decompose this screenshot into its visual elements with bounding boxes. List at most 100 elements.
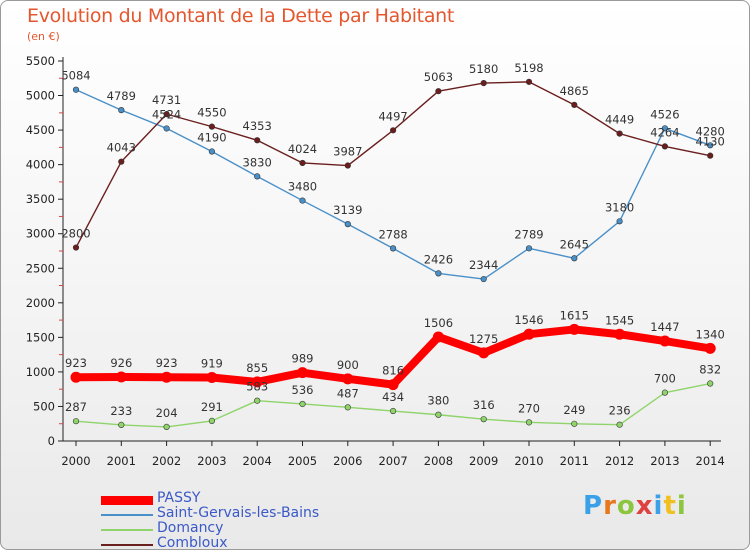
data-point	[163, 423, 170, 431]
data-point	[342, 373, 354, 385]
data-point	[208, 417, 215, 424]
data-point	[480, 80, 487, 87]
data-label: 832	[699, 363, 721, 377]
proxiti-logo: Proxiti	[583, 491, 687, 521]
data-point	[659, 335, 671, 347]
legend-label: Saint-Gervais-les-Bains	[157, 505, 320, 521]
data-point	[118, 107, 125, 114]
data-point	[525, 245, 533, 252]
chart-subtitle: (en €)	[27, 30, 60, 43]
data-point	[661, 143, 669, 150]
data-point	[299, 400, 306, 408]
data-point	[254, 137, 261, 144]
y-tick-label: 2000	[26, 296, 55, 310]
data-label: 487	[337, 386, 359, 400]
x-tick-label: 2000	[61, 454, 90, 468]
data-point	[661, 389, 669, 396]
data-label: 4789	[107, 89, 136, 103]
data-label: 5084	[61, 69, 90, 83]
y-tick-label: 4500	[26, 123, 55, 137]
data-point	[344, 162, 351, 169]
data-label: 4190	[197, 131, 226, 145]
data-label: 4130	[696, 135, 725, 149]
data-point	[118, 158, 125, 165]
data-labels: 287 233 204 291 583 536 487 434 380 316 270 249 236 7…	[61, 61, 724, 420]
data-point	[344, 221, 351, 228]
data-point	[480, 275, 487, 283]
data-point	[616, 130, 623, 137]
x-tick-label: 2011	[560, 454, 589, 468]
data-point	[614, 328, 626, 340]
data-label: 4024	[288, 142, 317, 156]
legend-swatch	[101, 544, 153, 546]
logo-letter: i	[676, 491, 687, 521]
y-tick-label: 5000	[26, 89, 55, 103]
y-tick-label: 0	[48, 434, 55, 448]
data-label: 3139	[333, 203, 362, 217]
x-tick-label: 2006	[333, 454, 362, 468]
data-label: 249	[563, 403, 585, 417]
data-point	[115, 371, 127, 383]
data-point	[525, 419, 533, 426]
data-label: 1615	[560, 308, 589, 322]
data-label: 816	[382, 364, 404, 378]
data-label: 4353	[243, 119, 272, 133]
x-tick-label: 2010	[514, 454, 543, 468]
data-label: 926	[110, 356, 132, 370]
data-point	[299, 159, 306, 167]
logo-letter: x	[635, 491, 654, 521]
data-label: 1340	[696, 327, 725, 341]
legend-label: PASSY	[157, 490, 201, 506]
data-point	[435, 88, 442, 95]
data-label: 4043	[107, 141, 136, 155]
data-point	[571, 255, 578, 262]
data-label: 583	[246, 380, 268, 394]
data-point	[523, 328, 535, 340]
data-point	[390, 407, 397, 415]
logo-letter: i	[653, 491, 664, 521]
data-label: 5180	[469, 62, 498, 76]
data-label: 236	[609, 404, 631, 418]
x-tick-label: 2007	[378, 454, 407, 468]
data-point	[254, 397, 261, 404]
data-point	[704, 342, 716, 354]
data-label: 4865	[560, 84, 589, 98]
data-point	[208, 123, 215, 130]
data-point	[299, 197, 306, 204]
x-tick-label: 2008	[424, 454, 453, 468]
data-label: 4550	[197, 106, 226, 120]
data-label: 3830	[243, 155, 272, 169]
data-point	[163, 111, 170, 118]
data-point	[661, 125, 669, 132]
legend-swatch	[101, 529, 153, 531]
data-label: 291	[201, 400, 223, 414]
data-label: 536	[292, 383, 314, 397]
data-label: 434	[382, 390, 404, 404]
legend-label: Domancy	[157, 520, 224, 536]
data-label: 204	[156, 406, 178, 420]
legend-swatch	[101, 514, 153, 516]
data-label: 923	[65, 356, 87, 370]
data-point	[206, 372, 218, 384]
legend-swatch	[101, 495, 153, 505]
data-label: 5063	[424, 70, 453, 84]
y-tick-label: 5500	[26, 54, 55, 68]
data-label: 4731	[152, 93, 181, 107]
x-tick-label: 2002	[152, 454, 181, 468]
data-point	[571, 101, 578, 108]
data-label: 923	[156, 356, 178, 370]
x-tick-label: 2012	[605, 454, 634, 468]
data-label: 3480	[288, 180, 317, 194]
data-point	[707, 380, 714, 387]
data-point	[208, 148, 215, 155]
data-point	[616, 218, 623, 225]
data-point	[390, 127, 397, 134]
data-point	[525, 78, 533, 85]
data-point	[568, 323, 580, 335]
data-point	[435, 411, 442, 418]
x-tick-label: 2013	[650, 454, 679, 468]
data-label: 316	[473, 398, 495, 412]
y-tick-label: 3500	[26, 192, 55, 206]
x-tick-label: 2005	[288, 454, 317, 468]
data-label: 4449	[605, 113, 634, 127]
